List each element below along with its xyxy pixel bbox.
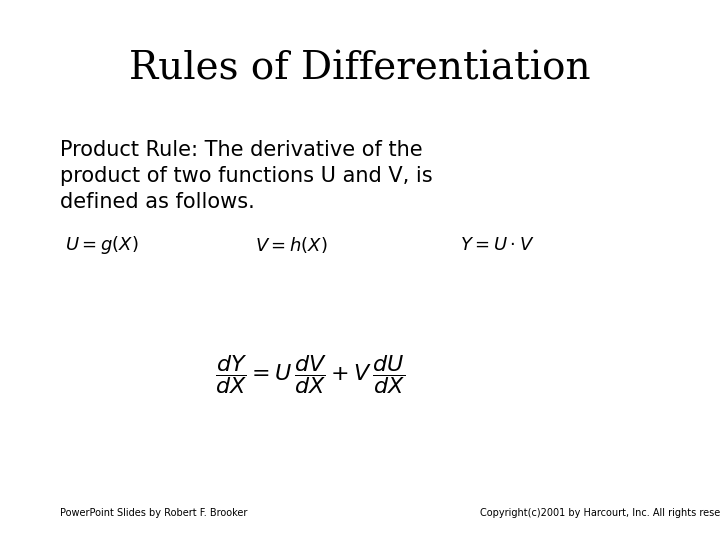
Text: Copyright(c)2001 by Harcourt, Inc. All rights reserved.: Copyright(c)2001 by Harcourt, Inc. All r… — [480, 508, 720, 518]
Text: $U = g(X)$: $U = g(X)$ — [65, 234, 138, 256]
Text: defined as follows.: defined as follows. — [60, 192, 255, 212]
Text: $V = h(X)$: $V = h(X)$ — [255, 235, 328, 255]
Text: Product Rule: The derivative of the: Product Rule: The derivative of the — [60, 140, 423, 160]
Text: Rules of Differentiation: Rules of Differentiation — [129, 50, 591, 87]
Text: $Y = U \cdot V$: $Y = U \cdot V$ — [460, 236, 534, 254]
Text: $\dfrac{dY}{dX} = U\,\dfrac{dV}{dX} + V\,\dfrac{dU}{dX}$: $\dfrac{dY}{dX} = U\,\dfrac{dV}{dX} + V\… — [215, 354, 405, 396]
Text: product of two functions U and V, is: product of two functions U and V, is — [60, 166, 433, 186]
Text: PowerPoint Slides by Robert F. Brooker: PowerPoint Slides by Robert F. Brooker — [60, 508, 248, 518]
